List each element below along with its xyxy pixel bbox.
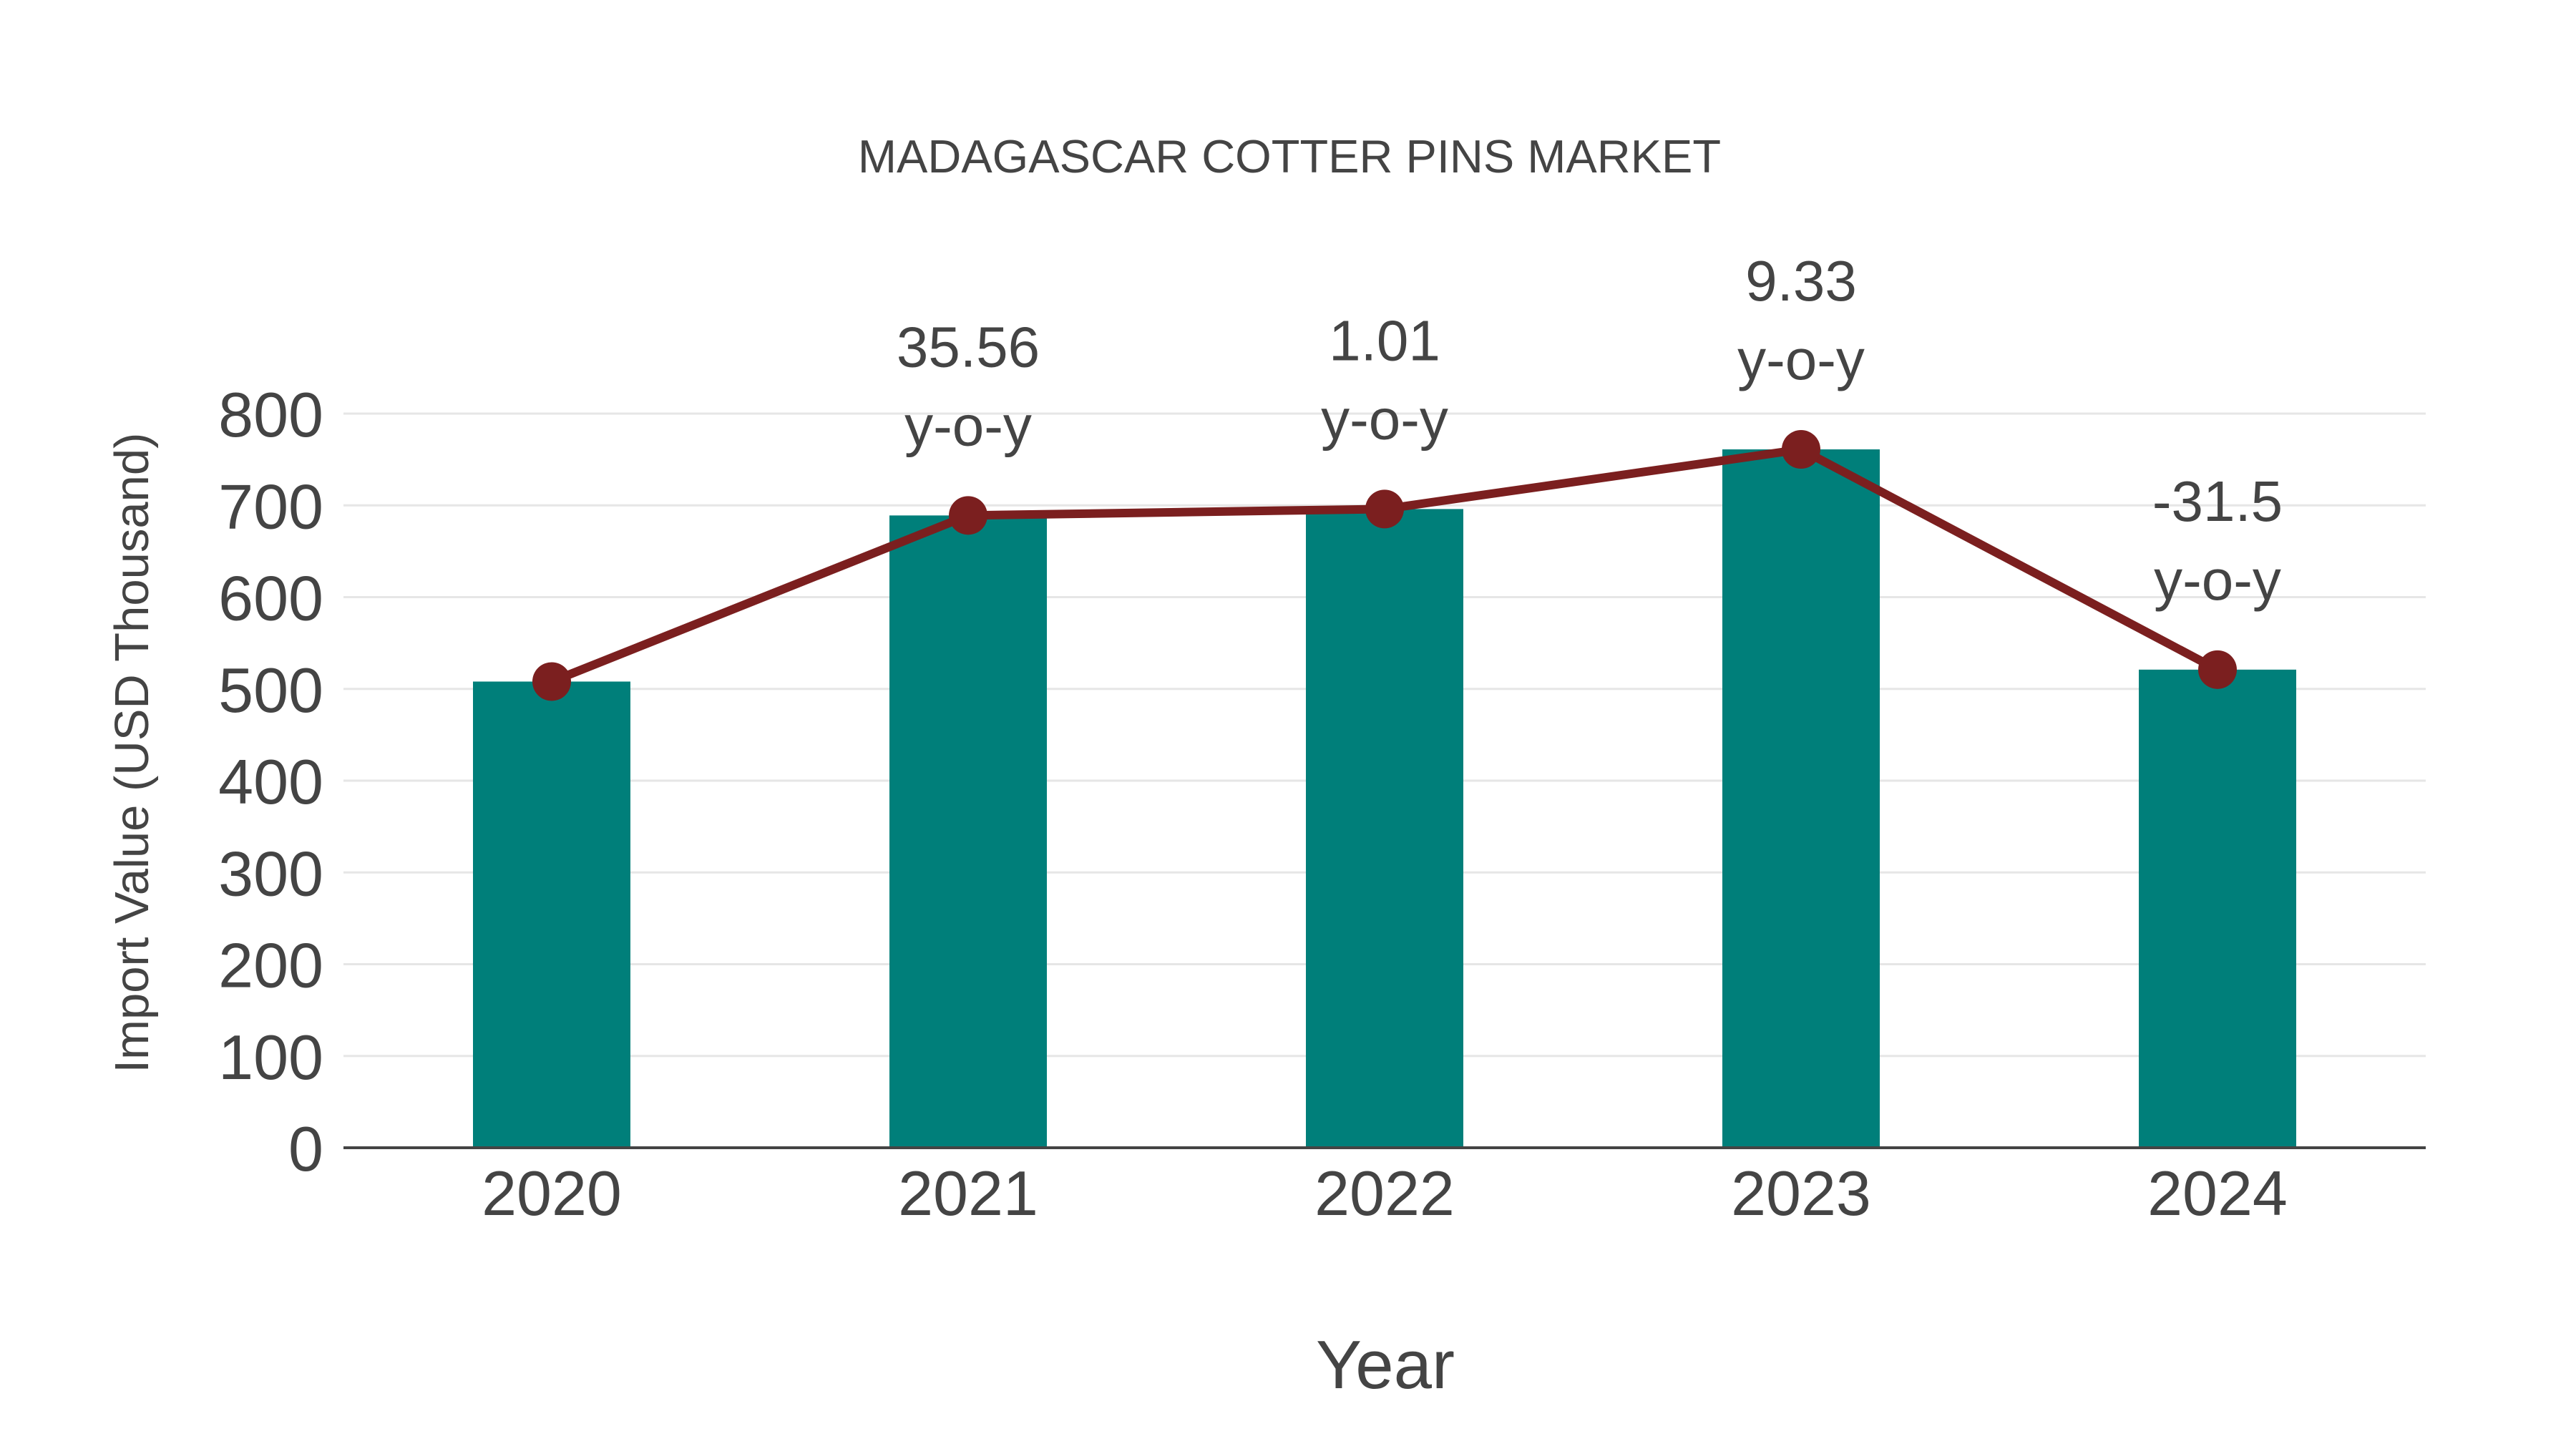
yoy-value: -31.5: [2152, 469, 2283, 533]
yoy-suffix: y-o-y: [1321, 387, 1448, 451]
bar-series: [473, 449, 2296, 1148]
trend-marker-2023: [1782, 430, 1820, 469]
x-axis-title: Year: [1316, 1327, 1455, 1403]
yoy-annotation-2023: 9.33 y-o-y: [1737, 249, 1865, 391]
y-tick-label: 400: [218, 746, 323, 817]
yoy-annotation-2024: -31.5 y-o-y: [2152, 469, 2283, 612]
bar-2020: [473, 681, 630, 1148]
bar-2021: [889, 515, 1047, 1148]
yoy-annotations: 35.56 y-o-y 1.01 y-o-y 9.33 y-o-y -31.5 y-o-y: [897, 249, 2283, 612]
trend-marker-2020: [532, 662, 571, 701]
x-tick-label: 2024: [2147, 1158, 2288, 1229]
y-tick-label: 0: [288, 1113, 323, 1184]
yoy-annotation-2021: 35.56 y-o-y: [897, 315, 1040, 457]
trend-marker-2022: [1365, 489, 1404, 529]
yoy-suffix: y-o-y: [2154, 548, 2281, 612]
y-tick-label: 300: [218, 838, 323, 909]
x-tick-label: 2021: [898, 1158, 1038, 1229]
y-axis-title: Import Value (USD Thousand): [105, 433, 159, 1073]
y-tick-label: 800: [218, 379, 323, 450]
bar-2023: [1722, 449, 1880, 1148]
x-tick-label: 2023: [1731, 1158, 1871, 1229]
trend-marker-2021: [949, 496, 987, 535]
yoy-suffix: y-o-y: [1737, 328, 1865, 391]
yoy-value: 9.33: [1745, 249, 1857, 313]
x-axis-ticks: 2020 2021 2022 2023 2024: [482, 1158, 2288, 1229]
yoy-value: 1.01: [1329, 308, 1440, 372]
bar-2024: [2139, 669, 2296, 1148]
trend-marker-2024: [2198, 650, 2237, 689]
x-tick-label: 2020: [482, 1158, 622, 1229]
bar-2022: [1306, 509, 1463, 1148]
y-tick-label: 500: [218, 655, 323, 726]
line-series: [532, 430, 2237, 701]
yoy-suffix: y-o-y: [904, 394, 1032, 457]
yoy-value: 35.56: [897, 315, 1040, 379]
yoy-annotation-2022: 1.01 y-o-y: [1321, 308, 1448, 451]
y-tick-label: 200: [218, 930, 323, 1001]
x-tick-label: 2022: [1314, 1158, 1455, 1229]
y-tick-label: 700: [218, 471, 323, 542]
y-axis-ticks: 0 100 200 300 400 500 600 700 800: [218, 379, 323, 1184]
y-tick-label: 600: [218, 563, 323, 634]
y-tick-label: 100: [218, 1022, 323, 1093]
chart-title: MADAGASCAR COTTER PINS MARKET: [858, 130, 1721, 182]
